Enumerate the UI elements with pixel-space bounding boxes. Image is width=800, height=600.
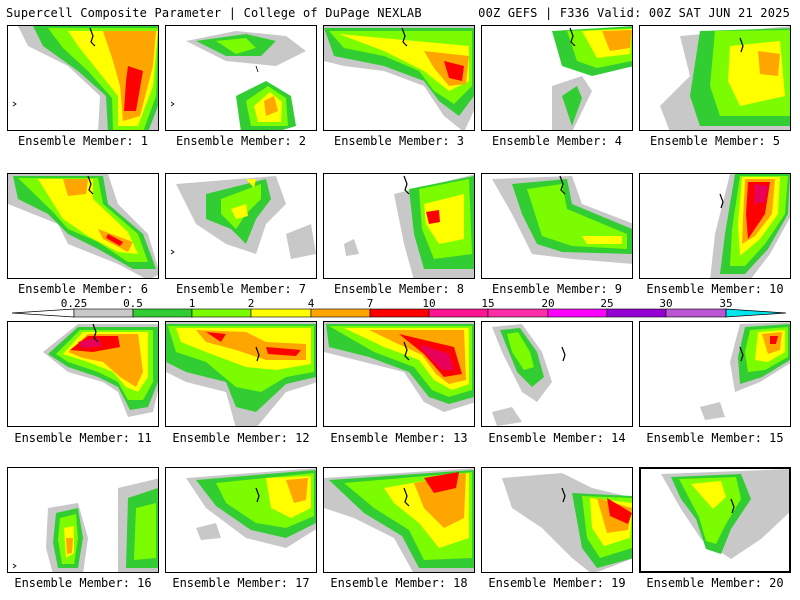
run-info: 00Z GEFS | F336 Valid: 00Z SAT JUN 21 20…	[478, 6, 790, 20]
member-label-12: Ensemble Member: 12	[172, 431, 310, 445]
colorbar-tick-10: 30	[659, 297, 673, 310]
colorbar-tick-1: 0.5	[123, 297, 143, 310]
member-label-5: Ensemble Member: 5	[649, 134, 781, 148]
map-panel-member-17[interactable]	[165, 467, 317, 573]
member-label-6: Ensemble Member: 6	[17, 282, 149, 296]
map-panel-member-6[interactable]	[7, 173, 159, 279]
colorbar-tick-3: 2	[247, 297, 255, 310]
member-label-11: Ensemble Member: 11	[14, 431, 152, 445]
map-panel-member-16[interactable]	[7, 467, 159, 573]
member-label-17: Ensemble Member: 17	[172, 576, 310, 590]
member-label-7: Ensemble Member: 7	[175, 282, 307, 296]
member-label-13: Ensemble Member: 13	[330, 431, 468, 445]
colorbar-segment-6	[428, 308, 489, 318]
member-label-19: Ensemble Member: 19	[488, 576, 626, 590]
colorbar-segment-10	[665, 308, 727, 318]
colorbar-tick-2: 1	[188, 297, 196, 310]
member-label-9: Ensemble Member: 9	[491, 282, 623, 296]
map-panel-member-14[interactable]	[481, 321, 633, 427]
colorbar-segment-3	[250, 308, 312, 318]
member-label-18: Ensemble Member: 18	[330, 576, 468, 590]
colorbar-segment-7	[487, 308, 549, 318]
map-panel-member-11[interactable]	[7, 321, 159, 427]
member-label-16: Ensemble Member: 16	[14, 576, 152, 590]
map-panel-member-1[interactable]	[7, 25, 159, 131]
map-panel-member-9[interactable]	[481, 173, 633, 279]
map-panel-member-5[interactable]	[639, 25, 791, 131]
map-panel-member-20[interactable]	[639, 467, 791, 573]
map-panel-member-3[interactable]	[323, 25, 475, 131]
colorbar-segment-5	[369, 308, 430, 318]
colorbar-segment-0	[73, 308, 134, 318]
map-panel-member-12[interactable]	[165, 321, 317, 427]
member-label-20: Ensemble Member: 20	[646, 576, 784, 590]
colorbar-segment-4	[310, 308, 371, 318]
colorbar-segment-1	[132, 308, 193, 318]
page-title: Supercell Composite Parameter | College …	[6, 6, 422, 20]
colorbar-segment-9	[606, 308, 667, 318]
colorbar-tick-8: 20	[541, 297, 555, 310]
map-panel-member-10[interactable]	[639, 173, 791, 279]
member-label-3: Ensemble Member: 3	[333, 134, 465, 148]
colorbar-tick-0: 0.25	[60, 297, 88, 310]
colorbar-tick-5: 7	[366, 297, 374, 310]
colorbar-tick-6: 10	[422, 297, 436, 310]
member-label-4: Ensemble Member: 4	[491, 134, 623, 148]
member-label-8: Ensemble Member: 8	[333, 282, 465, 296]
member-label-10: Ensemble Member: 10	[646, 282, 784, 296]
colorbar-tick-7: 15	[481, 297, 495, 310]
member-label-2: Ensemble Member: 2	[175, 134, 307, 148]
map-panel-member-19[interactable]	[481, 467, 633, 573]
map-panel-member-18[interactable]	[323, 467, 475, 573]
map-panel-member-13[interactable]	[323, 321, 475, 427]
colorbar-segment-8	[547, 308, 608, 318]
colorbar-segment-2	[191, 308, 252, 318]
map-panel-member-4[interactable]	[481, 25, 633, 131]
member-label-14: Ensemble Member: 14	[488, 431, 626, 445]
member-label-15: Ensemble Member: 15	[646, 431, 784, 445]
member-label-1: Ensemble Member: 1	[17, 134, 149, 148]
colorbar-tick-9: 25	[600, 297, 614, 310]
map-panel-member-15[interactable]	[639, 321, 791, 427]
map-panel-member-8[interactable]	[323, 173, 475, 279]
colorbar-tick-4: 4	[307, 297, 315, 310]
map-panel-member-7[interactable]	[165, 173, 317, 279]
colorbar-tick-11: 35	[719, 297, 733, 310]
map-panel-member-2[interactable]	[165, 25, 317, 131]
